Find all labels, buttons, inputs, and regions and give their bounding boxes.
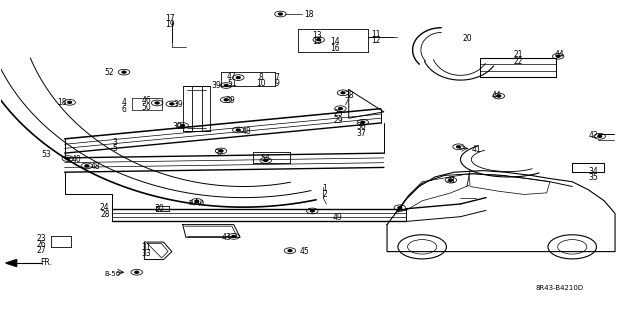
Text: 16: 16 <box>330 44 339 53</box>
Text: 42: 42 <box>589 131 598 140</box>
Text: 32: 32 <box>214 149 224 158</box>
Text: 13: 13 <box>312 31 323 40</box>
Text: 27: 27 <box>36 247 45 256</box>
Text: 36: 36 <box>356 122 366 131</box>
Circle shape <box>457 146 461 148</box>
Circle shape <box>556 55 560 57</box>
Text: 2: 2 <box>322 190 327 199</box>
Text: 44: 44 <box>492 92 502 100</box>
Circle shape <box>195 200 198 202</box>
Text: 50: 50 <box>141 103 151 112</box>
Text: 48: 48 <box>242 127 252 136</box>
Circle shape <box>219 150 223 152</box>
Text: 52: 52 <box>105 68 115 77</box>
Text: 15: 15 <box>312 38 323 47</box>
Text: 33: 33 <box>141 249 151 258</box>
Text: 31: 31 <box>141 243 151 252</box>
Circle shape <box>398 207 402 209</box>
Circle shape <box>264 160 268 161</box>
Text: 7: 7 <box>274 73 279 82</box>
Text: 26: 26 <box>36 240 45 249</box>
Text: 3: 3 <box>112 137 117 146</box>
Text: 19: 19 <box>165 20 175 29</box>
Circle shape <box>317 39 321 41</box>
Text: 39: 39 <box>173 100 183 109</box>
Text: 24: 24 <box>100 203 109 212</box>
Circle shape <box>135 271 139 273</box>
Text: 18: 18 <box>304 10 314 19</box>
Circle shape <box>278 13 282 15</box>
Circle shape <box>170 103 173 105</box>
Text: 23: 23 <box>36 234 45 243</box>
Circle shape <box>236 77 240 78</box>
Text: 48: 48 <box>90 162 100 171</box>
Circle shape <box>361 122 365 123</box>
Circle shape <box>85 165 89 167</box>
Text: 45: 45 <box>300 247 309 256</box>
Text: 8R43-B4210D: 8R43-B4210D <box>536 285 584 291</box>
Circle shape <box>497 95 500 97</box>
Text: 34: 34 <box>588 167 598 176</box>
Text: 49: 49 <box>333 213 343 222</box>
Text: 1: 1 <box>322 184 327 193</box>
Circle shape <box>449 179 453 181</box>
Text: 12: 12 <box>371 36 381 45</box>
Text: 22: 22 <box>513 56 523 65</box>
Text: 20: 20 <box>462 34 472 43</box>
Text: 37: 37 <box>356 129 366 137</box>
Text: 39: 39 <box>172 122 182 131</box>
Circle shape <box>598 135 602 137</box>
Text: B-50: B-50 <box>188 200 204 206</box>
Circle shape <box>236 129 240 131</box>
Text: FR.: FR. <box>41 258 52 267</box>
Text: 47: 47 <box>227 72 237 81</box>
Circle shape <box>122 71 126 73</box>
Text: 6: 6 <box>122 105 126 114</box>
Text: 14: 14 <box>330 38 339 47</box>
Circle shape <box>224 85 228 86</box>
Circle shape <box>224 99 228 101</box>
Text: 39: 39 <box>226 96 236 105</box>
Circle shape <box>68 101 72 103</box>
Circle shape <box>156 102 159 104</box>
Text: 8: 8 <box>258 73 263 82</box>
Circle shape <box>180 124 184 126</box>
Text: B-50: B-50 <box>104 271 120 278</box>
Text: 4: 4 <box>122 98 126 107</box>
Text: 28: 28 <box>100 210 109 219</box>
Text: 25: 25 <box>333 109 342 118</box>
Text: 18: 18 <box>57 98 67 107</box>
Polygon shape <box>6 260 17 267</box>
Text: 41: 41 <box>447 176 456 185</box>
Text: 29: 29 <box>333 116 342 125</box>
Text: 54: 54 <box>261 154 271 163</box>
Text: 41: 41 <box>472 145 481 154</box>
Text: 38: 38 <box>344 92 353 100</box>
Text: 30: 30 <box>154 204 164 213</box>
Circle shape <box>339 108 342 110</box>
Circle shape <box>310 210 314 212</box>
Circle shape <box>288 250 292 252</box>
Text: 44: 44 <box>555 50 564 59</box>
Text: 35: 35 <box>588 174 598 182</box>
Text: 11: 11 <box>371 30 381 39</box>
Text: 17: 17 <box>165 14 175 23</box>
Text: 46: 46 <box>141 96 151 105</box>
Circle shape <box>66 158 70 160</box>
Text: 10: 10 <box>256 79 266 88</box>
Text: 40: 40 <box>71 155 81 164</box>
Circle shape <box>232 235 236 237</box>
Text: 5: 5 <box>112 144 117 153</box>
Text: 43: 43 <box>221 233 231 242</box>
Text: 51: 51 <box>227 79 237 88</box>
Text: 9: 9 <box>274 79 279 88</box>
Text: 39: 39 <box>211 81 221 90</box>
Text: 21: 21 <box>513 50 523 59</box>
Text: 53: 53 <box>42 150 52 159</box>
Circle shape <box>341 92 345 94</box>
